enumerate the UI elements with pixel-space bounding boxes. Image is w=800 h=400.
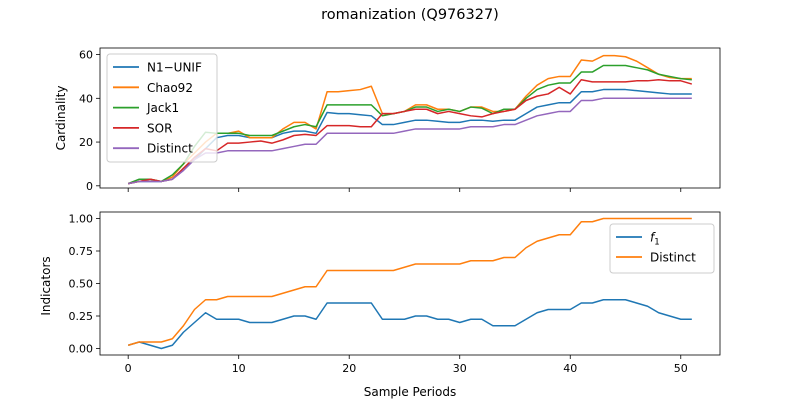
figure-title: romanization (Q976327) xyxy=(321,7,499,23)
cardinality-series-jack1 xyxy=(127,64,692,185)
indicators-legend: f1 Distinct xyxy=(609,223,715,274)
cardinality-y-tick-label: 0 xyxy=(86,180,93,193)
indicators-x-tick-label: 50 xyxy=(674,362,688,375)
indicators-legend-label-f1: f1 xyxy=(650,231,660,248)
indicators-y-axis-label: Indicators xyxy=(39,256,53,315)
cardinality-legend-frame xyxy=(106,53,218,163)
cardinality-series xyxy=(127,54,693,185)
indicators-y-tick-label: 0.75 xyxy=(69,245,94,258)
indicators-ticks: 0 10 20 30 40 50 0.00 0.25 0.50 0.75 1.00 xyxy=(69,213,688,376)
indicators-series xyxy=(127,217,692,350)
indicators-x-tick-label: 10 xyxy=(232,362,246,375)
cardinality-y-tick-label: 60 xyxy=(79,49,93,62)
cardinality-ticks: 0 20 40 60 xyxy=(79,49,682,193)
cardinality-panel: 0 20 40 60 Cardinality N1−UNIF Chao92 Jack1 SO… xyxy=(54,47,721,193)
cardinality-legend-label-sor: SOR xyxy=(147,121,172,135)
cardinality-legend-label-distinct: Distinct xyxy=(147,142,193,156)
cardinality-legend-label-jack1: Jack1 xyxy=(146,101,179,115)
indicators-x-tick-label: 30 xyxy=(453,362,467,375)
indicators-y-tick-label: 0.25 xyxy=(69,310,94,323)
indicators-x-tick-label: 20 xyxy=(342,362,356,375)
indicators-series-f1 xyxy=(127,299,692,350)
indicators-y-tick-label: 0.50 xyxy=(69,278,94,291)
indicators-y-tick-label: 0.00 xyxy=(69,343,94,356)
cardinality-legend-label-n1-unif: N1−UNIF xyxy=(147,61,202,75)
indicators-series-distinct xyxy=(127,217,692,346)
indicators-x-tick-label: 40 xyxy=(563,362,577,375)
indicators-y-tick-label: 1.00 xyxy=(69,213,94,226)
cardinality-axes-frame xyxy=(99,47,721,189)
cardinality-legend-label-chao92: Chao92 xyxy=(147,81,193,95)
cardinality-y-tick-label: 40 xyxy=(79,92,93,105)
cardinality-series-n1-unif xyxy=(128,88,692,185)
cardinality-y-tick-label: 20 xyxy=(79,136,93,149)
indicators-panel: 0 10 20 30 40 50 0.00 0.25 0.50 0.75 1.00 Indicato… xyxy=(39,211,721,399)
cardinality-y-axis-label: Cardinality xyxy=(54,86,68,151)
cardinality-legend: N1−UNIF Chao92 Jack1 SOR Distinct xyxy=(106,53,218,163)
cardinality-series-distinct xyxy=(128,97,692,185)
indicators-legend-label-distinct: Distinct xyxy=(650,251,696,265)
indicators-legend-frame xyxy=(609,223,715,274)
indicators-x-axis-label: Sample Periods xyxy=(364,385,456,399)
indicators-axes-frame xyxy=(99,211,721,356)
indicators-x-tick-label: 0 xyxy=(125,362,132,375)
cardinality-series-sor xyxy=(128,78,693,185)
